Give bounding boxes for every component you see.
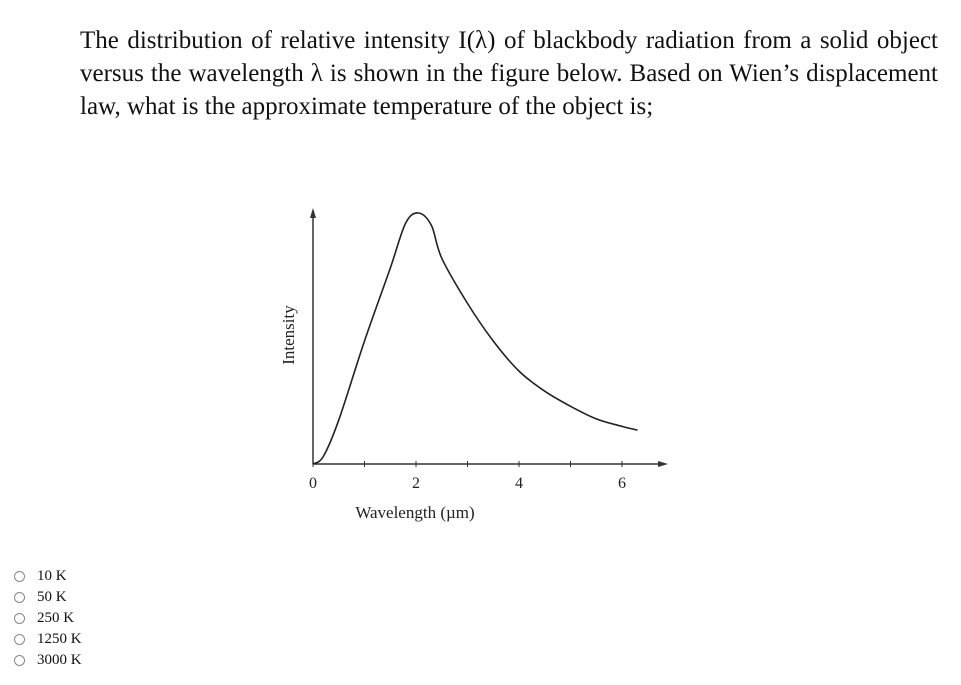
x-tick-label: 6 (618, 475, 626, 492)
intensity-curve (312, 212, 638, 465)
x-ticks: 0 2 4 6 (309, 461, 626, 492)
radio-button[interactable] (14, 592, 25, 603)
radio-button[interactable] (14, 613, 25, 624)
option-10-k[interactable]: 10 K (14, 566, 82, 587)
option-250-k[interactable]: 250 K (14, 608, 82, 629)
option-1250-k[interactable]: 1250 K (14, 629, 82, 650)
x-tick-label: 0 (309, 475, 317, 492)
radio-button[interactable] (14, 655, 25, 666)
y-axis-arrow (310, 208, 316, 218)
x-tick-label: 4 (515, 475, 523, 492)
x-tick-label: 2 (412, 475, 420, 492)
radio-button[interactable] (14, 634, 25, 645)
option-label: 250 K (37, 610, 75, 626)
option-3000-k[interactable]: 3000 K (14, 650, 82, 671)
x-axis-arrow (658, 461, 668, 467)
question-text: The distribution of relative intensity I… (80, 27, 938, 120)
option-label: 3000 K (37, 652, 82, 668)
chart-axes (310, 208, 668, 467)
y-axis-label: Intensity (279, 305, 298, 365)
option-label: 10 K (37, 568, 67, 584)
answer-options: 10 K 50 K 250 K 1250 K 3000 K (14, 566, 82, 671)
option-50-k[interactable]: 50 K (14, 587, 82, 608)
radio-button[interactable] (14, 571, 25, 582)
option-label: 1250 K (37, 631, 82, 647)
blackbody-intensity-chart: 0 2 4 6 Wavelength (µm) Intensity (279, 208, 668, 522)
x-axis-label: Wavelength (µm) (355, 503, 474, 522)
option-label: 50 K (37, 589, 67, 605)
